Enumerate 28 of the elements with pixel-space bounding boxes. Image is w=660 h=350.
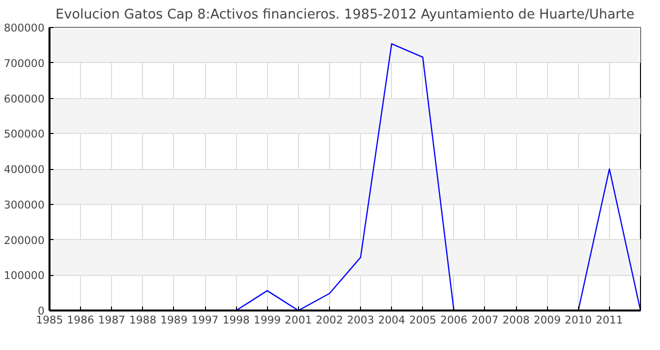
- x-tick-label: 2011: [596, 314, 623, 326]
- y-tick-label: 100000: [4, 269, 45, 282]
- y-tick-label: 300000: [4, 198, 45, 212]
- x-tick-label: 2005: [409, 314, 436, 326]
- x-tick-label: 2008: [502, 314, 530, 326]
- chart-title: Evolucion Gatos Cap 8:Activos financieros. 1985-2012 Ayuntamiento de Huarte/Uharte: [56, 8, 634, 22]
- y-tick-label: 600000: [4, 92, 45, 106]
- x-tick-label: 2010: [564, 314, 592, 326]
- y-tick-label: 200000: [4, 234, 45, 247]
- x-tick-label: 2007: [471, 314, 499, 326]
- x-tick-label: 1989: [160, 314, 188, 326]
- x-tick-label: 2002: [316, 314, 344, 326]
- y-tick-label: 800000: [4, 22, 45, 34]
- x-tick-label: 1985: [36, 314, 64, 326]
- x-tick-label: 2009: [534, 314, 561, 326]
- y-tick-label: 500000: [4, 128, 45, 141]
- x-tick-label: 1997: [191, 314, 219, 326]
- x-tick-label: 2001: [284, 314, 312, 326]
- x-tick-label: 1999: [254, 314, 282, 326]
- y-tick-label: 700000: [4, 56, 45, 70]
- x-tick-label: 1987: [98, 314, 126, 326]
- x-tick-label: 1988: [129, 314, 157, 326]
- y-tick-label: 400000: [4, 163, 45, 176]
- x-tick-label: 2003: [346, 314, 374, 326]
- x-tick-label: 1986: [67, 314, 94, 326]
- x-tick-label: 2004: [378, 314, 406, 326]
- x-tick-label: 1998: [222, 314, 250, 326]
- x-tick-label: 2006: [440, 314, 468, 326]
